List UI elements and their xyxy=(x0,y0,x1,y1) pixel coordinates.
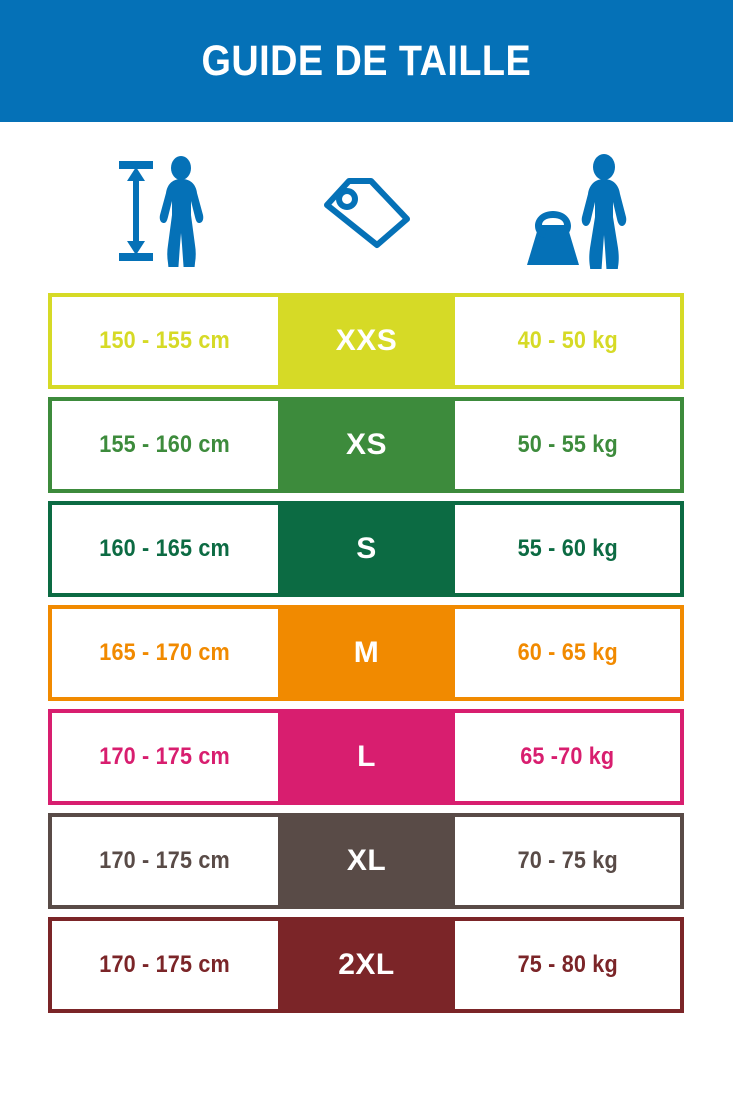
size-table: 150 - 155 cm XXS 40 - 50 kg 155 - 160 cm XS 5… xyxy=(48,293,684,1013)
size-value: L xyxy=(357,740,376,773)
weight-cell: 75 - 80 kg xyxy=(455,921,680,1009)
table-row: 165 - 170 cm M 60 - 65 kg xyxy=(48,605,684,701)
table-row: 170 - 175 cm 2XL 75 - 80 kg xyxy=(48,917,684,1013)
size-cell: XXS xyxy=(278,297,455,385)
header-banner: GUIDE DE TAILLE xyxy=(0,0,733,122)
size-icon-cell xyxy=(278,146,455,276)
size-value: S xyxy=(356,532,377,565)
size-cell: S xyxy=(278,505,455,593)
height-value: 160 - 165 cm xyxy=(99,535,231,562)
weight-value: 65 -70 kg xyxy=(520,743,615,770)
height-cell: 170 - 175 cm xyxy=(52,921,278,1009)
size-value: M xyxy=(353,636,380,669)
height-person-icon xyxy=(119,156,204,267)
weight-value: 70 - 75 kg xyxy=(517,847,618,874)
size-value: 2XL xyxy=(338,948,395,981)
weight-icon-cell xyxy=(455,146,684,276)
height-value: 150 - 155 cm xyxy=(99,327,231,354)
size-tag-icon xyxy=(323,178,410,248)
table-row: 150 - 155 cm XXS 40 - 50 kg xyxy=(48,293,684,389)
weight-cell: 60 - 65 kg xyxy=(455,609,680,697)
height-cell: 155 - 160 cm xyxy=(52,401,278,489)
height-cell: 165 - 170 cm xyxy=(52,609,278,697)
weight-value: 50 - 55 kg xyxy=(517,431,618,458)
size-value: XS xyxy=(345,428,388,461)
page-title: GUIDE DE TAILLE xyxy=(201,36,532,85)
height-value: 170 - 175 cm xyxy=(99,951,231,978)
weight-cell: 70 - 75 kg xyxy=(455,817,680,905)
weight-cell: 40 - 50 kg xyxy=(455,297,680,385)
size-cell: XS xyxy=(278,401,455,489)
height-cell: 160 - 165 cm xyxy=(52,505,278,593)
weight-person-icon xyxy=(526,154,626,269)
table-row: 160 - 165 cm S 55 - 60 kg xyxy=(48,501,684,597)
height-cell: 150 - 155 cm xyxy=(52,297,278,385)
weight-value: 40 - 50 kg xyxy=(517,327,618,354)
table-row: 170 - 175 cm L 65 -70 kg xyxy=(48,709,684,805)
height-icon-cell xyxy=(48,146,278,276)
size-cell: M xyxy=(278,609,455,697)
weight-value: 60 - 65 kg xyxy=(517,639,618,666)
size-cell: XL xyxy=(278,817,455,905)
size-cell: L xyxy=(278,713,455,801)
height-value: 170 - 175 cm xyxy=(99,847,231,874)
size-value: XL xyxy=(346,844,387,877)
icons-row xyxy=(48,146,684,276)
weight-cell: 65 -70 kg xyxy=(455,713,680,801)
height-cell: 170 - 175 cm xyxy=(52,713,278,801)
height-cell: 170 - 175 cm xyxy=(52,817,278,905)
height-value: 155 - 160 cm xyxy=(99,431,231,458)
weight-value: 55 - 60 kg xyxy=(517,535,618,562)
weight-value: 75 - 80 kg xyxy=(517,951,618,978)
table-row: 155 - 160 cm XS 50 - 55 kg xyxy=(48,397,684,493)
table-row: 170 - 175 cm XL 70 - 75 kg xyxy=(48,813,684,909)
size-value: XXS xyxy=(335,324,398,357)
height-value: 170 - 175 cm xyxy=(99,743,231,770)
weight-cell: 50 - 55 kg xyxy=(455,401,680,489)
weight-cell: 55 - 60 kg xyxy=(455,505,680,593)
height-value: 165 - 170 cm xyxy=(99,639,231,666)
size-cell: 2XL xyxy=(278,921,455,1009)
